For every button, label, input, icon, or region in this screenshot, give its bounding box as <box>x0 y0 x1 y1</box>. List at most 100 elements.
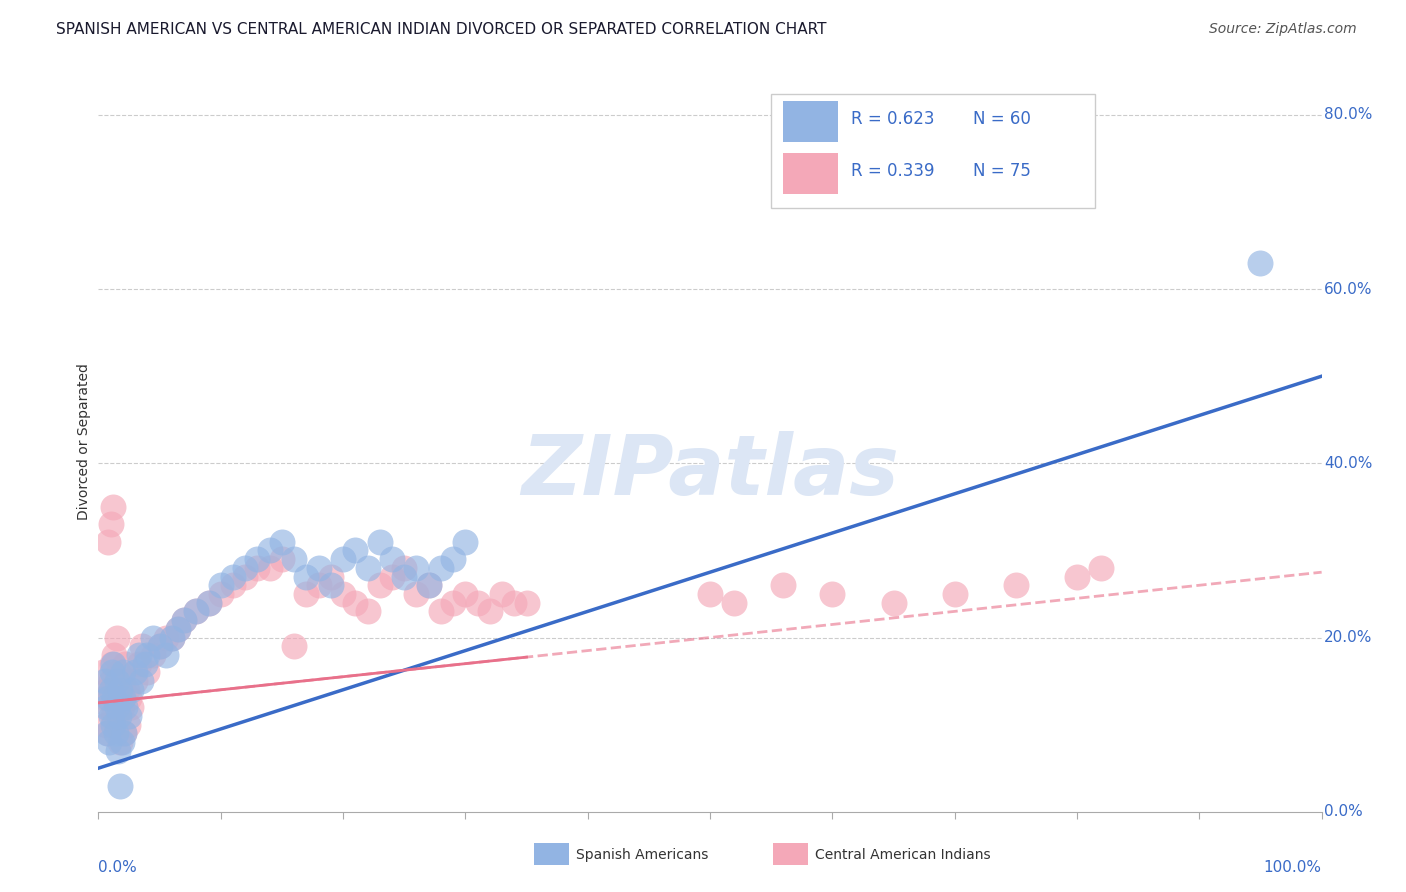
Point <box>112 726 135 740</box>
Point <box>111 700 134 714</box>
FancyBboxPatch shape <box>783 101 838 142</box>
Text: SPANISH AMERICAN VS CENTRAL AMERICAN INDIAN DIVORCED OR SEPARATED CORRELATION CH: SPANISH AMERICAN VS CENTRAL AMERICAN IND… <box>56 22 827 37</box>
Point <box>167 622 190 636</box>
Point <box>114 657 136 671</box>
Point <box>430 604 453 618</box>
Point <box>108 709 131 723</box>
Text: Source: ZipAtlas.com: Source: ZipAtlas.com <box>1209 22 1357 37</box>
Point <box>233 569 256 583</box>
Point <box>943 587 966 601</box>
Point <box>381 552 404 566</box>
Point <box>259 561 281 575</box>
Point <box>114 700 136 714</box>
Point <box>197 596 219 610</box>
Text: R = 0.623: R = 0.623 <box>851 111 934 128</box>
Point <box>405 587 427 601</box>
Text: 0.0%: 0.0% <box>98 860 138 875</box>
Point <box>105 631 128 645</box>
Point <box>405 561 427 575</box>
Text: 0.0%: 0.0% <box>1324 805 1362 819</box>
Point <box>418 578 440 592</box>
Point <box>515 596 537 610</box>
Point <box>98 700 121 714</box>
Point <box>101 500 124 514</box>
Point <box>105 674 128 689</box>
Point <box>111 665 134 680</box>
FancyBboxPatch shape <box>772 94 1095 209</box>
Point <box>160 631 183 645</box>
Point <box>723 596 745 610</box>
Point <box>101 717 124 731</box>
Point <box>441 596 464 610</box>
Y-axis label: Divorced or Separated: Divorced or Separated <box>77 363 91 520</box>
Point <box>186 604 208 618</box>
Point <box>101 657 124 671</box>
Point <box>467 596 489 610</box>
Point <box>149 639 172 653</box>
Point <box>110 779 132 793</box>
Point <box>454 534 477 549</box>
Point <box>131 639 153 653</box>
Point <box>246 552 269 566</box>
Point <box>105 700 128 714</box>
Point <box>308 561 330 575</box>
Point <box>368 534 391 549</box>
Point <box>344 543 367 558</box>
Point <box>308 578 330 592</box>
Text: R = 0.339: R = 0.339 <box>851 162 934 180</box>
Point <box>1090 561 1112 575</box>
Point <box>93 674 115 689</box>
Point <box>1004 578 1026 592</box>
Point <box>108 691 131 706</box>
Point <box>319 578 342 592</box>
Point <box>418 578 440 592</box>
Point <box>1066 569 1088 583</box>
Point <box>111 735 134 749</box>
Point <box>120 700 142 714</box>
Point <box>96 682 118 697</box>
Point <box>332 587 354 601</box>
Point <box>118 691 141 706</box>
Point <box>120 682 142 697</box>
Point <box>124 665 146 680</box>
Point <box>101 665 124 680</box>
Point <box>134 657 156 671</box>
Point <box>344 596 367 610</box>
Point <box>503 596 526 610</box>
Point <box>295 587 318 601</box>
Point <box>356 604 378 618</box>
Point <box>246 561 269 575</box>
Text: 60.0%: 60.0% <box>1324 282 1372 297</box>
Text: ZIPatlas: ZIPatlas <box>522 431 898 512</box>
Point <box>103 691 125 706</box>
Point <box>821 587 844 601</box>
Point <box>112 726 135 740</box>
Point <box>97 691 120 706</box>
Point <box>283 639 305 653</box>
Text: N = 75: N = 75 <box>973 162 1031 180</box>
Point <box>173 613 195 627</box>
Point <box>110 682 132 697</box>
Text: 100.0%: 100.0% <box>1264 860 1322 875</box>
Point <box>101 709 124 723</box>
Point <box>167 622 190 636</box>
Point <box>209 578 232 592</box>
Point <box>160 631 183 645</box>
Point <box>772 578 794 592</box>
Point <box>155 631 177 645</box>
Point <box>270 552 294 566</box>
Point <box>94 717 117 731</box>
Point <box>111 691 134 706</box>
Point <box>117 717 139 731</box>
Point <box>104 726 127 740</box>
Point <box>295 569 318 583</box>
Point <box>356 561 378 575</box>
Point <box>93 691 115 706</box>
Text: 40.0%: 40.0% <box>1324 456 1372 471</box>
Point <box>96 726 118 740</box>
Point <box>111 682 134 697</box>
Point <box>100 674 122 689</box>
Point <box>186 604 208 618</box>
Point <box>368 578 391 592</box>
Point <box>100 709 122 723</box>
